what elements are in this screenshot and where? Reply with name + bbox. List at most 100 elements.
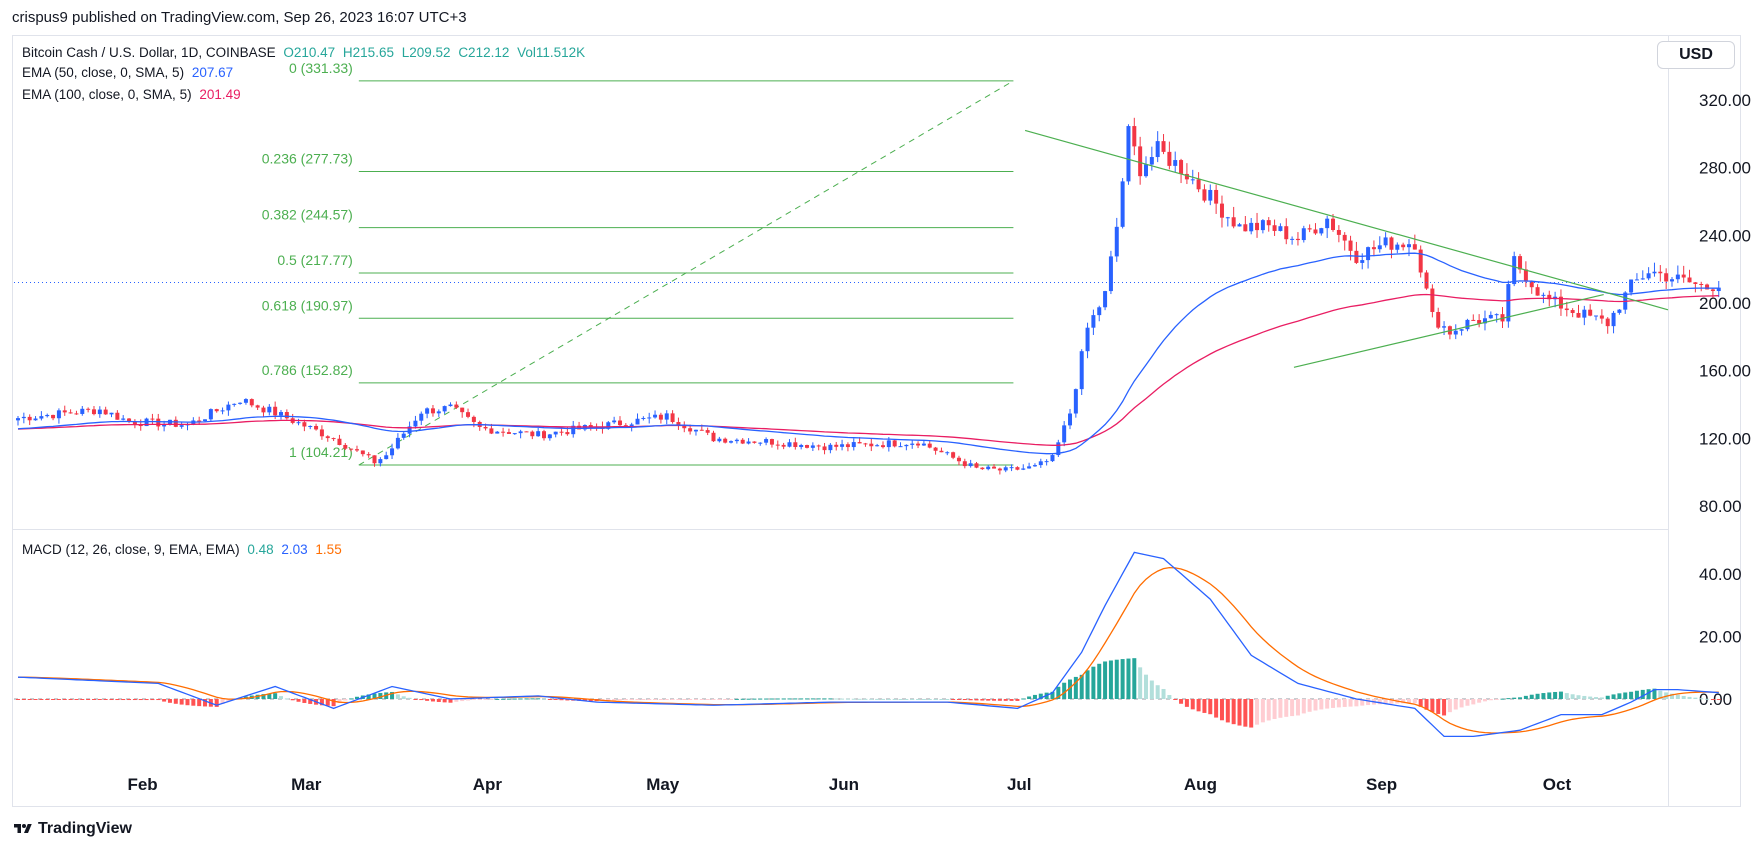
candle-body — [1430, 288, 1435, 312]
macd-histogram-bar — [1015, 699, 1020, 701]
macd-histogram-bar — [1132, 658, 1137, 699]
macd-histogram-bar — [226, 699, 231, 702]
candle-body — [1693, 282, 1698, 285]
macd-histogram-bar — [1120, 659, 1125, 699]
ema100-legend[interactable]: EMA (100, close, 0, SMA, 5) 201.49 — [22, 87, 241, 102]
candle-body — [851, 442, 856, 448]
candle-body — [325, 436, 330, 439]
macd-signal-value: 1.55 — [315, 542, 342, 557]
macd-histogram-bar — [1266, 699, 1271, 721]
candle-body — [354, 449, 359, 451]
candle-body — [717, 438, 722, 442]
candle-body — [1395, 244, 1400, 250]
candle-body — [869, 443, 874, 447]
candle-body — [904, 444, 909, 447]
candle-body — [956, 457, 961, 462]
candle-body — [308, 425, 313, 427]
tradingview-logo[interactable]: TradingView — [12, 820, 132, 838]
candle-body — [413, 420, 418, 427]
candle-body — [1120, 181, 1125, 227]
candle-body — [746, 441, 751, 444]
tradingview-icon — [14, 824, 32, 833]
candle-body — [179, 425, 184, 427]
macd-histogram-bar — [97, 699, 102, 700]
macd-histogram-bar — [167, 699, 172, 703]
candle-body — [68, 412, 73, 414]
candle-body — [1290, 238, 1295, 240]
candle-body — [442, 406, 447, 412]
candle-body — [1027, 466, 1032, 469]
macd-histogram-bar — [1389, 699, 1394, 704]
pane-separator[interactable] — [12, 529, 1669, 530]
candle-body — [536, 431, 541, 437]
macd-histogram-bar — [933, 698, 938, 700]
macd-histogram-bar — [1155, 685, 1160, 699]
ema50-legend[interactable]: EMA (50, close, 0, SMA, 5) 207.67 — [22, 65, 233, 80]
candle-body — [1062, 425, 1067, 443]
candle-body — [845, 444, 850, 448]
macd-histogram-bar — [220, 699, 225, 704]
candle-body — [1705, 284, 1710, 290]
candle-body — [1629, 279, 1634, 293]
macd-histogram-bar — [705, 699, 710, 700]
macd-histogram-bar — [828, 698, 833, 700]
candle-body — [1482, 318, 1487, 324]
macd-histogram-bar — [1424, 699, 1429, 710]
macd-histogram-bar — [471, 699, 476, 701]
high-value: H215.65 — [342, 45, 394, 60]
candle-body — [1541, 294, 1546, 296]
macd-histogram-bar — [1523, 695, 1528, 699]
macd-histogram-bar — [74, 699, 79, 700]
macd-histogram-bar — [366, 694, 371, 699]
macd-histogram-bar — [1032, 694, 1037, 699]
macd-histogram-bar — [740, 698, 745, 700]
macd-histogram-bar — [1418, 699, 1423, 707]
macd-histogram-bar — [506, 698, 511, 700]
candle-body — [723, 438, 728, 443]
macd-histogram-bar — [1459, 699, 1464, 708]
candle-body — [974, 463, 979, 468]
macd-histogram-bar — [927, 698, 932, 700]
macd-histogram-bar — [1529, 694, 1534, 699]
macd-histogram-bar — [612, 699, 617, 701]
candle-body — [740, 439, 745, 444]
candle-body — [1348, 240, 1353, 251]
candle-body — [1336, 230, 1341, 235]
currency-button[interactable]: USD — [1657, 41, 1735, 69]
candle-body — [1465, 319, 1470, 330]
macd-histogram-bar — [693, 699, 698, 700]
candle-body — [267, 406, 272, 413]
candle-body — [986, 466, 991, 470]
macd-legend[interactable]: MACD (12, 26, close, 9, EMA, EMA) 0.48 2… — [22, 542, 342, 557]
candle-body — [1331, 218, 1336, 231]
candle-body — [407, 426, 412, 434]
macd-histogram-bar — [951, 699, 956, 700]
candle-body — [863, 443, 868, 445]
candle-body — [1190, 179, 1195, 181]
candle-body — [471, 416, 476, 422]
macd-histogram-bar — [606, 699, 611, 701]
candle-body — [1576, 312, 1581, 318]
candle-body — [1512, 256, 1517, 285]
candle-body — [1173, 160, 1178, 166]
macd-histogram-bar — [1611, 694, 1616, 699]
macd-histogram-bar — [997, 699, 1002, 701]
macd-histogram-bar — [436, 699, 441, 702]
macd-histogram-bar — [1272, 699, 1277, 719]
time-tick-label: Jun — [829, 775, 859, 794]
macd-histogram-bar — [810, 698, 815, 700]
candle-body — [1412, 244, 1417, 250]
candle-body — [1278, 226, 1283, 231]
macd-histogram-bar — [734, 698, 739, 700]
ema50-label: EMA (50, close, 0, SMA, 5) — [22, 65, 185, 80]
candle-body — [1670, 279, 1674, 282]
candle-body — [840, 444, 845, 447]
candle-body — [1196, 179, 1201, 190]
macd-histogram-bar — [664, 699, 669, 700]
symbol-title[interactable]: Bitcoin Cash / U.S. Dollar, 1D, COINBASE — [22, 45, 276, 60]
candle-body — [273, 406, 278, 416]
candle-body — [711, 432, 716, 442]
candle-body — [635, 418, 640, 425]
candle-body — [1494, 314, 1499, 316]
